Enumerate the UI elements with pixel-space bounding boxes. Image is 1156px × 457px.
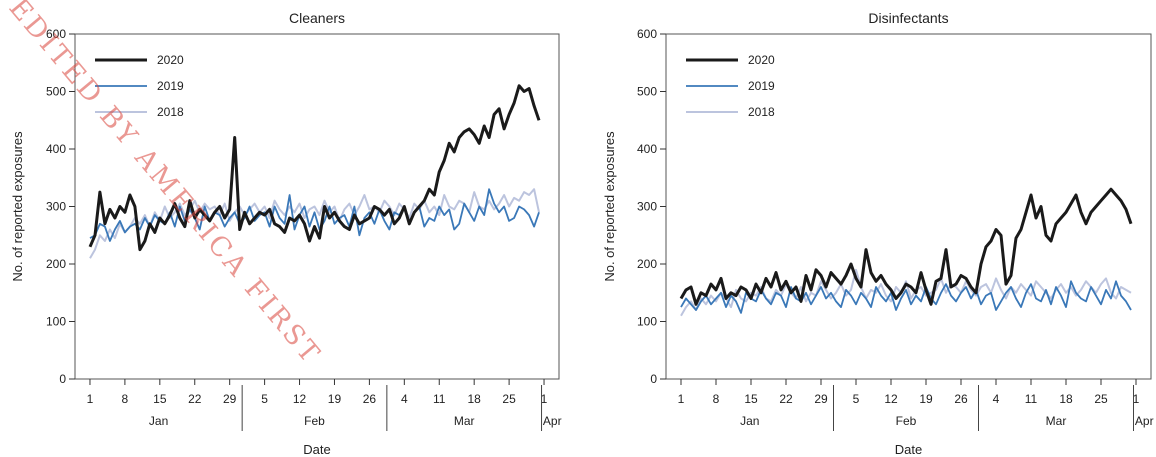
series-line-2019 [680, 280, 1132, 314]
x-tick-label: 26 [363, 392, 377, 406]
y-tick-label: 100 [637, 315, 657, 329]
x-tick-label: 11 [1025, 392, 1038, 406]
series-line-2020 [88, 84, 541, 252]
x-tick-label: 4 [993, 392, 1000, 406]
x-tick-label: 8 [122, 392, 129, 406]
x-tick-label: 15 [744, 392, 758, 406]
month-label: Feb [896, 414, 917, 428]
x-tick-label: 19 [919, 392, 933, 406]
disinfectants-panel: Disinfectants 0 100 200 300 400 500 600 No. of r… [602, 10, 1154, 457]
y-tick-label: 0 [650, 372, 657, 386]
y-tick-label: 400 [637, 142, 657, 156]
x-tick-label: 5 [261, 392, 268, 406]
x-tick-label: 15 [153, 392, 167, 406]
x-tick-label: 1 [1133, 392, 1140, 406]
x-tick-label: 29 [814, 392, 828, 406]
x-axis-label: Date [303, 442, 330, 457]
x-tick-label: 8 [713, 392, 720, 406]
y-tick-label: 100 [46, 315, 66, 329]
x-tick-label: 12 [293, 392, 307, 406]
y-tick-label: 500 [637, 85, 657, 99]
x-tick-label: 1 [541, 392, 548, 406]
month-label: Mar [1046, 414, 1067, 428]
x-tick-label: 22 [779, 392, 793, 406]
y-tick-label: 200 [46, 257, 66, 271]
legend-label-2018: 2018 [748, 105, 775, 119]
x-tick-label: 4 [401, 392, 408, 406]
x-tick-label: 18 [467, 392, 481, 406]
month-label: Jan [740, 414, 759, 428]
y-tick-label: 500 [46, 85, 66, 99]
y-tick-label: 400 [46, 142, 66, 156]
month-label: Apr [1135, 414, 1154, 428]
x-tick-label: 1 [678, 392, 685, 406]
x-tick-label: 25 [502, 392, 516, 406]
legend-label-2018: 2018 [157, 105, 184, 119]
y-tick-label: 600 [637, 27, 657, 41]
x-tick-label: 1 [87, 392, 94, 406]
y-tick-label: 0 [59, 372, 66, 386]
legend-label-2019: 2019 [748, 79, 775, 93]
x-tick-label: 5 [853, 392, 860, 406]
x-tick-label: 22 [188, 392, 202, 406]
month-label: Feb [304, 414, 325, 428]
x-tick-label: 12 [884, 392, 898, 406]
x-tick-label: 18 [1059, 392, 1073, 406]
month-label: Jan [149, 414, 168, 428]
cleaners-panel: Cleaners 0 100 200 300 400 500 600 No. of report… [10, 10, 562, 457]
x-axis-label: Date [895, 442, 922, 457]
y-axis-label: No. of reported exposures [602, 131, 617, 282]
chart-title: Cleaners [289, 10, 345, 26]
x-tick-label: 26 [954, 392, 968, 406]
x-tick-label: 25 [1094, 392, 1108, 406]
x-tick-label: 29 [223, 392, 237, 406]
y-tick-label: 300 [637, 200, 657, 214]
month-label: Apr [543, 414, 562, 428]
x-tick-label: 11 [433, 392, 446, 406]
y-axis-label: No. of reported exposures [10, 131, 25, 282]
chart-title: Disinfectants [868, 10, 948, 26]
legend-label-2020: 2020 [748, 53, 775, 67]
x-tick-label: 19 [328, 392, 342, 406]
y-tick-label: 200 [637, 257, 657, 271]
legend-label-2019: 2019 [157, 79, 184, 93]
month-label: Mar [454, 414, 475, 428]
legend-label-2020: 2020 [157, 53, 184, 67]
y-tick-label: 300 [46, 200, 66, 214]
series-line-2020 [679, 187, 1133, 306]
y-tick-label: 600 [46, 27, 66, 41]
